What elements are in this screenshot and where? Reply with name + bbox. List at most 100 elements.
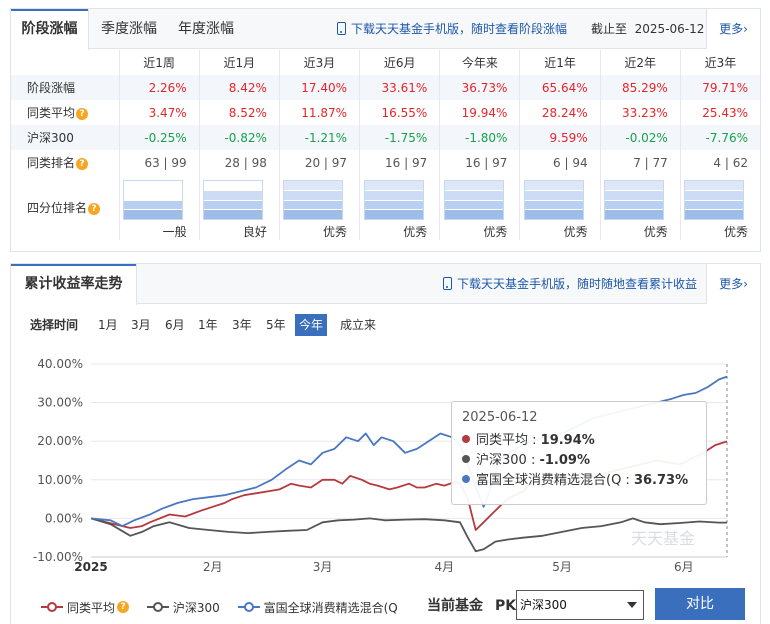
period-header: 近3年 [679,50,760,75]
legend-label: 沪深300 [172,600,220,615]
quartile-bar [123,180,184,220]
help-icon[interactable]: ? [88,203,101,215]
table-cell: 63 | 99 [118,150,200,175]
table-cell: -0.02% [599,125,681,150]
period-button-3m[interactable]: 3月 [131,318,151,332]
compare-button[interactable]: 对比 [655,588,745,620]
table-cell: 36.73% [439,75,520,100]
download-app-link[interactable]: 下载天天基金手机版，随时随地查看累计收益 [443,264,697,304]
more-link[interactable]: 更多› [706,264,760,304]
y-tick-label: 10.00% [37,473,83,487]
cumulative-tabbar: 累计收益率走势 下载天天基金手机版，随时随地查看累计收益 更多› [11,264,760,305]
download-app-link[interactable]: 下载天天基金手机版，随时查看阶段涨幅 [337,9,567,49]
tooltip-item-fund: 富国全球消费精选混合(Q : 36.73% [462,471,696,491]
quartile-segment [284,181,343,191]
table-row-quartile: 四分位排名? 一般 良好 优秀 优秀 优秀 优秀 优秀 优秀 [11,175,760,240]
period-button-1y[interactable]: 1年 [198,318,218,332]
tab-quarterly-return[interactable]: 季度涨幅 [101,21,157,37]
x-tick-label: 3月 [313,560,333,574]
table-header-row: 近1周 近1月 近3月 近6月 今年来 近1年 近2年 近3年 [11,50,760,75]
table-cell: -7.76% [679,125,760,150]
tooltip-item-value: -1.09% [539,453,590,468]
help-icon[interactable]: ? [117,601,130,613]
tooltip-item-label: 富国全球消费精选混合(Q : [476,473,630,488]
chevron-right-icon: › [743,22,748,36]
row-label: 阶段涨幅 [11,75,119,100]
period-button-inception[interactable]: 成立来 [340,318,377,332]
row-label: 四分位排名? [11,175,119,240]
table-cell: 33.61% [359,75,440,100]
period-button-ytd[interactable]: 今年 [295,314,328,336]
tooltip-item-value: 19.94% [540,433,595,448]
period-button-3y[interactable]: 3年 [232,318,252,332]
help-icon[interactable]: ? [76,108,89,120]
quartile-segment [444,181,503,191]
more-link[interactable]: 更多› [706,9,760,49]
cumulative-return-panel: 累计收益率走势 下载天天基金手机版，随时随地查看累计收益 更多› 选择时间 1月… [10,263,761,624]
period-select-label: 选择时间 [30,318,79,332]
period-button-5y[interactable]: 5年 [266,318,286,332]
period-header: 近1周 [118,50,200,75]
as-of-value: 2025-06-12 [634,22,705,36]
quartile-segment [605,210,664,219]
series-dot-icon [462,455,470,463]
row-label: 沪深300 [11,125,119,150]
tooltip-item-value: 36.73% [633,473,689,488]
legend-item-fund[interactable]: 富国全球消费精选混合(Q [237,599,398,616]
quartile-cell: 优秀 [519,175,601,240]
legend-label: 同类平均 [67,600,116,615]
quartile-segment [204,210,263,219]
help-icon[interactable]: ? [76,158,89,170]
row-label-text: 同类排名 [27,156,76,170]
quartile-segment [685,190,744,201]
stage-performance-table: 近1周 近1月 近3月 近6月 今年来 近1年 近2年 近3年 阶段涨幅 2.2… [11,50,760,240]
table-cell: -0.82% [198,125,280,150]
quartile-bar [443,180,504,220]
chart-tooltip: 2025-06-12 同类平均 : 19.94% 沪深300 : -1.09% … [451,401,707,505]
pk-benchmark-select[interactable]: 沪深300 [516,590,644,620]
y-tick-label: 0.00% [45,511,83,525]
tab-annual-return[interactable]: 年度涨幅 [178,21,234,37]
quartile-segment [204,181,263,191]
row-label-text: 同类平均 [27,106,76,120]
tab-stage-return[interactable]: 阶段涨幅 [11,9,89,50]
table-cell: 19.94% [439,100,520,125]
period-button-1m[interactable]: 1月 [98,318,118,332]
quartile-label: 优秀 [643,225,668,239]
row-label: 同类排名? [11,150,119,175]
row-label-text: 四分位排名 [27,201,88,215]
quartile-segment [284,200,343,211]
table-cell: 16 | 97 [359,150,440,175]
quartile-label: 优秀 [483,225,508,239]
quartile-segment [525,181,584,191]
quartile-cell: 一般 [118,175,200,240]
period-button-6m[interactable]: 6月 [165,318,185,332]
legend-label: 富国全球消费精选混合(Q [263,600,398,615]
tooltip-item-hs300: 沪深300 : -1.09% [462,451,696,471]
legend-item-hs300[interactable]: 沪深300 [146,599,220,616]
stage-tabbar: 阶段涨幅 季度涨幅 年度涨幅 下载天天基金手机版，随时查看阶段涨幅 截止至 20… [11,9,760,50]
period-header: 近3月 [278,50,360,75]
table-cell: 28 | 98 [198,150,280,175]
y-tick-label: 20.00% [37,434,83,448]
legend-line-icon [237,602,260,612]
tooltip-item-label: 沪深300 : [476,453,536,468]
quartile-segment [204,200,263,211]
table-cell: 7 | 77 [599,150,681,175]
legend-item-peer[interactable]: 同类平均? [41,599,130,616]
table-cell: 3.47% [118,100,200,125]
quartile-segment [525,210,584,219]
y-tick-label: 30.00% [37,396,83,410]
quartile-segment [124,190,183,201]
table-cell: -1.80% [439,125,520,150]
table-cell: 16.55% [359,100,440,125]
quartile-segment [204,190,263,201]
quartile-segment [124,200,183,211]
quartile-bar [684,180,745,220]
tab-cumulative-return[interactable]: 累计收益率走势 [11,264,137,305]
pk-label-group: 当前基金 PK [415,593,516,619]
period-selector: 选择时间 1月 3月 6月 1年 3年 5年 今年 成立来 [11,314,760,336]
quartile-label: 优秀 [323,225,348,239]
quartile-segment [605,181,664,191]
quartile-segment [444,200,503,211]
